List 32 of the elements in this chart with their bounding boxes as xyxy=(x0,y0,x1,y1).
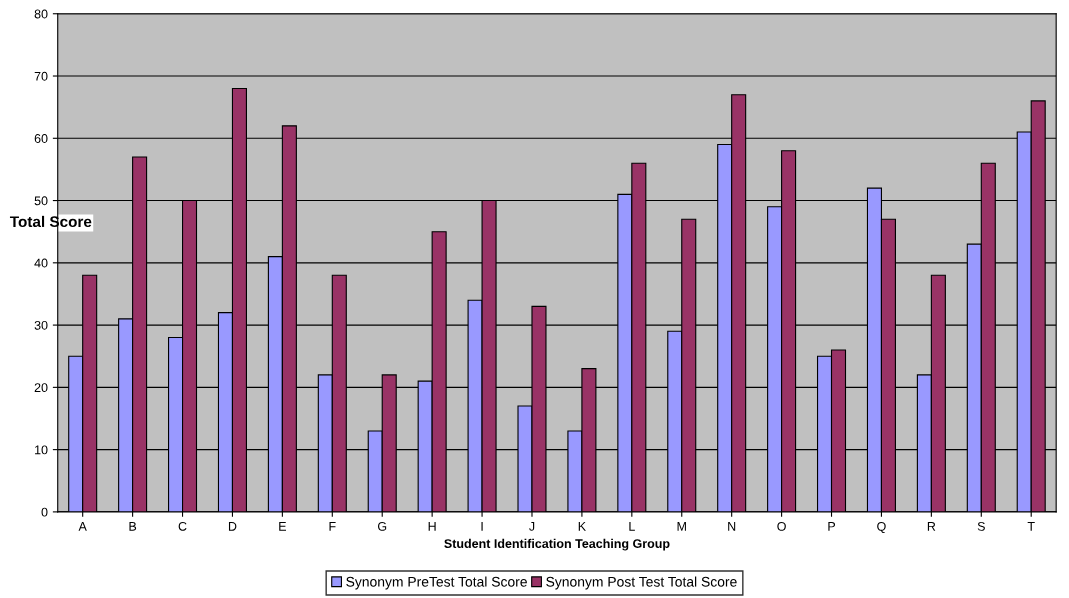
x-tick-label: I xyxy=(481,522,483,531)
x-tick-label: P xyxy=(828,522,836,531)
y-tick-label: 60 xyxy=(34,134,48,143)
legend-label: Synonym Post Test Total Score xyxy=(546,576,737,590)
x-tick-label: E xyxy=(279,522,287,531)
y-tick-label: 50 xyxy=(34,196,48,206)
legend-label: Synonym PreTest Total Score xyxy=(346,576,527,590)
x-tick-label: C xyxy=(178,521,187,531)
x-tick-label: H xyxy=(428,522,436,531)
x-tick-label: M xyxy=(677,522,686,531)
x-tick-label: L xyxy=(629,522,635,531)
x-tick-label: K xyxy=(578,522,586,531)
x-tick-label: N xyxy=(728,522,736,531)
x-tick-label: Q xyxy=(877,521,886,534)
x-tick-label: A xyxy=(78,522,87,531)
y-tick-label: 40 xyxy=(34,258,48,268)
y-tick-label: 20 xyxy=(34,383,48,393)
x-tick-label: S xyxy=(977,521,985,531)
x-tick-label: O xyxy=(777,521,786,531)
x-tick-label: G xyxy=(377,521,387,531)
x-tick-label: T xyxy=(1027,522,1035,531)
x-tick-label: J xyxy=(529,522,535,531)
x-tick-label: R xyxy=(927,522,936,531)
x-axis-title: Student Identification Teaching Group xyxy=(444,538,670,551)
y-tick-label: 30 xyxy=(34,320,48,330)
y-tick-label: 80 xyxy=(34,9,48,19)
y-tick-label: 70 xyxy=(34,71,48,81)
x-tick-label: B xyxy=(129,522,137,531)
x-tick-label: D xyxy=(228,522,237,531)
y-tick-label: 10 xyxy=(35,445,48,455)
y-tick-label: 0 xyxy=(41,507,48,517)
x-tick-label: F xyxy=(329,522,336,531)
